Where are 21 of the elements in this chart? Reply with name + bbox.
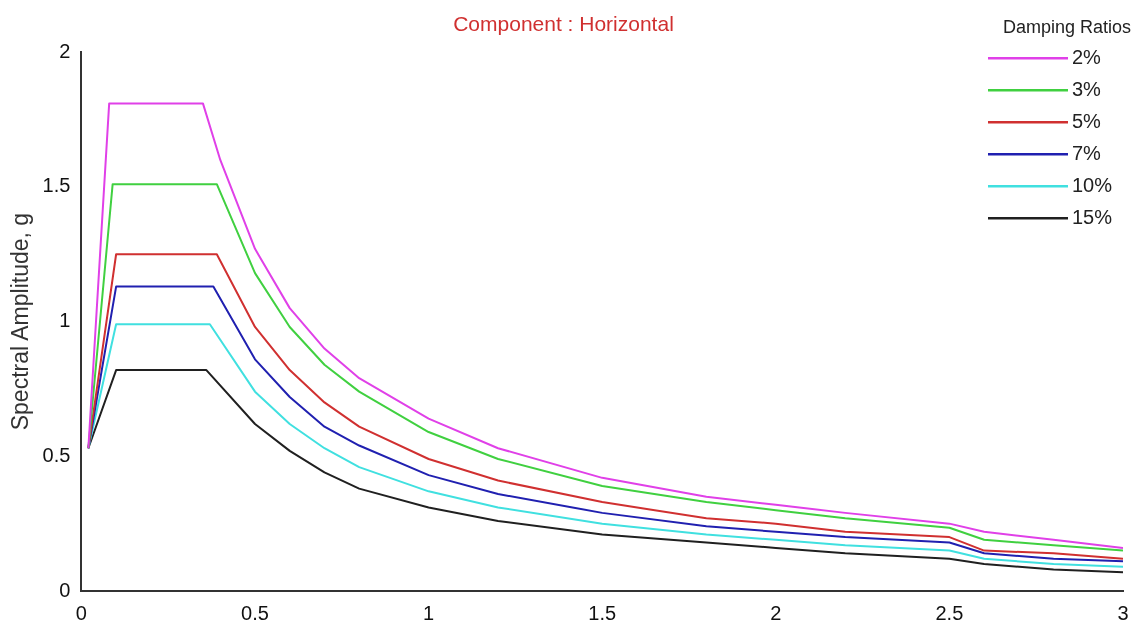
y-axis-title: Spectral Amplitude, g [7, 212, 34, 431]
y-tick-label: 0.5 [42, 443, 71, 466]
x-tick-label: 3 [1117, 601, 1129, 624]
legend-label: 15% [1072, 205, 1113, 228]
legend-label: 5% [1072, 109, 1102, 132]
y-tick-label: 1.5 [42, 174, 71, 197]
chart-title: Component : Horizontal [453, 12, 674, 36]
x-tick-label: 1 [423, 601, 435, 624]
x-tick-label: 2 [770, 601, 782, 624]
x-tick-label: 1.5 [588, 601, 617, 624]
legend-label: 2% [1072, 45, 1102, 68]
legend-title: Damping Ratios [1002, 17, 1131, 38]
x-tick-label: 2.5 [935, 601, 964, 624]
y-tick-label: 0 [59, 578, 71, 601]
legend-label: 10% [1072, 173, 1113, 196]
y-tick-label: 1 [59, 309, 71, 332]
y-tick-label: 2 [59, 39, 71, 62]
legend-label: 3% [1072, 77, 1102, 100]
legend-label: 7% [1072, 141, 1102, 164]
x-tick-label: 0.5 [241, 601, 269, 624]
x-tick-label: 0 [75, 601, 87, 624]
